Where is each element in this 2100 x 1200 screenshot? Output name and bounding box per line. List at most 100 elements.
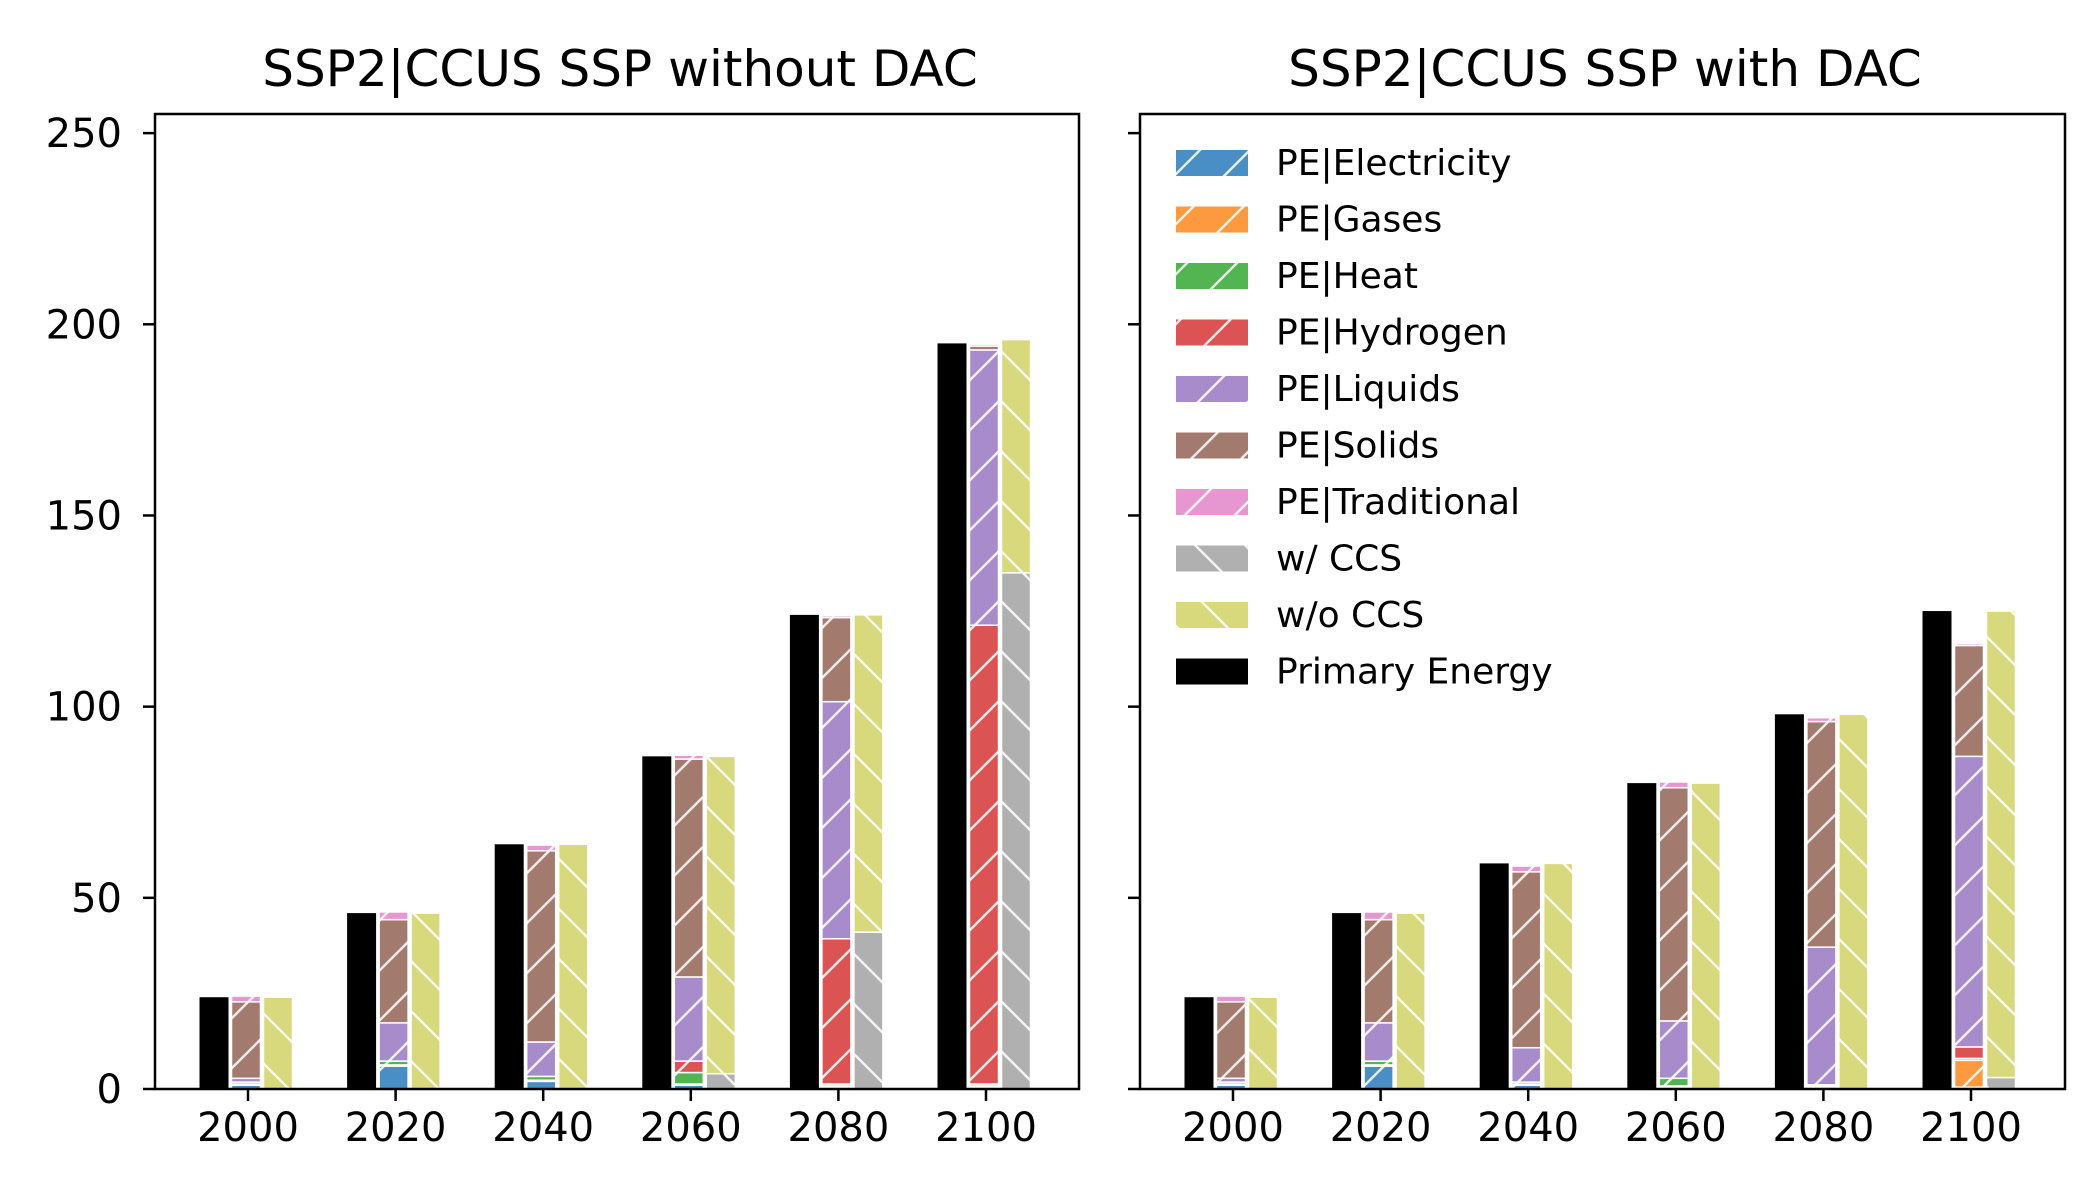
x-tick-label: 2020	[345, 1105, 447, 1151]
x-tick-label: 2080	[1773, 1105, 1875, 1151]
bar-primary-energy-2080	[789, 614, 819, 1089]
y-tick-label: 100	[46, 685, 122, 731]
x-tick-label: 2040	[1477, 1105, 1579, 1151]
legend-swatch-hatch	[1176, 489, 1248, 515]
bar-hatch-pe-electricity-2020	[379, 1066, 409, 1089]
legend-item: PE|Traditional	[1176, 482, 1520, 523]
bar-primary-energy-2060	[642, 756, 672, 1089]
y-axis: 0 50 100 150 200 250	[46, 111, 155, 1113]
bar-hatch-pe-electricity-2000	[1216, 1085, 1246, 1089]
bar-hatch-pe-liquids-2000	[1216, 1078, 1246, 1083]
bar-primary-energy-2020	[1332, 913, 1362, 1089]
bar-hatch-pe-solids-2100	[1954, 645, 1984, 757]
bar-hatch-pe-heat-2080	[821, 1084, 851, 1086]
bar-hatch-w-o-ccs-2040	[558, 844, 588, 1089]
bar-hatch-w-o-ccs-2000	[263, 997, 293, 1089]
x-tick-label: 2060	[1625, 1105, 1727, 1151]
panel-with-dac: SSP2|CCUS SSP with DAC 2000 2020 2040 2060 2…	[1128, 40, 2067, 1151]
bar-hatch-pe-liquids-2040	[526, 1041, 556, 1077]
bar-hatch-pe-solids-2080	[1806, 721, 1836, 948]
bar-hatch-w-o-ccs-2060	[706, 756, 736, 1074]
bar-hatch-pe-traditional-2020	[379, 911, 409, 920]
bar-hatch-pe-heat-2020	[379, 1061, 409, 1065]
bar-hatch-pe-solids-2060	[674, 759, 704, 977]
legend-swatch-hatch	[1176, 376, 1248, 402]
panel-without-dac: SSP2|CCUS SSP without DAC 0 50 100 150 200 25…	[46, 40, 1081, 1151]
legend-swatch	[1176, 658, 1248, 685]
bar-hatch-pe-electricity-2060	[674, 1085, 704, 1089]
bar-hatch-pe-traditional-2060	[674, 755, 704, 760]
legend-item: Primary Energy	[1176, 652, 1553, 693]
legend-item: PE|Hydrogen	[1176, 313, 1508, 354]
bar-hatch-pe-heat-2040	[526, 1076, 556, 1081]
bar-hatch-pe-traditional-2100	[1954, 643, 1984, 646]
x-tick-label: 2060	[640, 1105, 742, 1151]
bar-hatch-pe-liquids-2100	[969, 349, 999, 626]
legend: PE|Electricity PE|Gases PE|Heat PE|Hydrogen…	[1176, 143, 1553, 693]
bar-hatch-w-o-ccs-2100	[1001, 339, 1031, 573]
bar-hatch-pe-electricity-2020	[1364, 1066, 1394, 1089]
bar-hatch-pe-solids-2040	[526, 850, 556, 1042]
plot-frame	[1138, 112, 2067, 1091]
bar-hatch-pe-heat-2060	[674, 1072, 704, 1085]
y-tick-label: 200	[46, 302, 122, 348]
bar-hatch-pe-heat-2060	[1659, 1078, 1689, 1086]
legend-swatch-hatch	[1176, 150, 1248, 176]
y-tick-label: 150	[46, 493, 122, 539]
bar-hatch-pe-heat-2000	[1216, 1082, 1246, 1085]
x-tick-label: 2000	[197, 1105, 299, 1151]
y-tick-label: 50	[71, 876, 122, 922]
legend-item: w/o CCS	[1176, 595, 1424, 636]
bar-hatch-w-ccs-2080	[853, 932, 883, 1089]
bar-hatch-w-ccs-2100	[1001, 572, 1031, 1089]
legend-swatch-hatch	[1176, 206, 1248, 233]
y-axis	[1128, 131, 1140, 1091]
bar-primary-energy-2060	[1627, 783, 1657, 1089]
bar-hatch-w-o-ccs-2100	[1986, 611, 2016, 1078]
bar-primary-energy-2100	[1922, 611, 1952, 1089]
bar-hatch-pe-traditional-2080	[821, 615, 851, 618]
bar-hatch-pe-liquids-2080	[821, 701, 851, 939]
legend-item: PE|Heat	[1176, 256, 1418, 297]
y-tick-label: 250	[46, 111, 122, 157]
legend-label: PE|Traditional	[1276, 482, 1520, 523]
bar-hatch-pe-solids-2020	[379, 919, 409, 1023]
bar-hatch-w-o-ccs-2060	[1691, 783, 1721, 1089]
bar-hatch-pe-traditional-2060	[1659, 781, 1689, 788]
legend-item: PE|Gases	[1176, 200, 1442, 241]
bar-hatch-pe-electricity-2040	[1511, 1085, 1541, 1089]
bar-hatch-pe-solids-2020	[1364, 919, 1394, 1023]
plot-frame	[153, 112, 1081, 1091]
bar-hatch-pe-solids-2080	[821, 617, 851, 702]
bar-hatch-w-o-ccs-2020	[1396, 913, 1426, 1089]
legend-label: PE|Solids	[1276, 426, 1439, 467]
bar-hatch-w-o-ccs-2080	[853, 614, 883, 933]
x-tick-label: 2040	[492, 1105, 594, 1151]
bar-hatch-pe-heat-2040	[1511, 1082, 1541, 1085]
bar-hatch-pe-solids-2000	[231, 1001, 261, 1079]
bar-hatch-pe-solids-2040	[1511, 871, 1541, 1048]
bar-hatch-pe-liquids-2100	[1954, 756, 1984, 1047]
panel-title: SSP2|CCUS SSP without DAC	[262, 40, 978, 98]
legend-item: PE|Liquids	[1176, 369, 1460, 410]
bar-group	[199, 338, 1032, 1090]
bar-hatch-pe-solids-2060	[1659, 787, 1689, 1021]
x-tick-label: 2000	[1182, 1105, 1284, 1151]
x-axis: 2000 2020 2040 2060 2080 2100	[1182, 1089, 2022, 1151]
bar-hatch-pe-traditional-2080	[1806, 717, 1836, 722]
legend-swatch-hatch	[1176, 263, 1248, 289]
bar-primary-energy-2080	[1774, 714, 1804, 1089]
panel-title: SSP2|CCUS SSP with DAC	[1288, 40, 1922, 98]
bar-hatch-pe-solids-2000	[1216, 1001, 1246, 1079]
x-tick-label: 2080	[788, 1105, 890, 1151]
bar-hatch-pe-liquids-2040	[1511, 1047, 1541, 1083]
bar-primary-energy-2000	[199, 997, 229, 1089]
x-tick-label: 2100	[1920, 1105, 2022, 1151]
legend-label: w/o CCS	[1276, 595, 1424, 636]
bar-hatch-pe-hydrogen-2060	[674, 1061, 704, 1073]
x-axis: 2000 2020 2040 2060 2080 2100	[197, 1089, 1037, 1151]
bar-primary-energy-2000	[1184, 997, 1214, 1089]
legend-label: PE|Liquids	[1276, 369, 1460, 410]
bar-primary-energy-2040	[1479, 863, 1509, 1089]
